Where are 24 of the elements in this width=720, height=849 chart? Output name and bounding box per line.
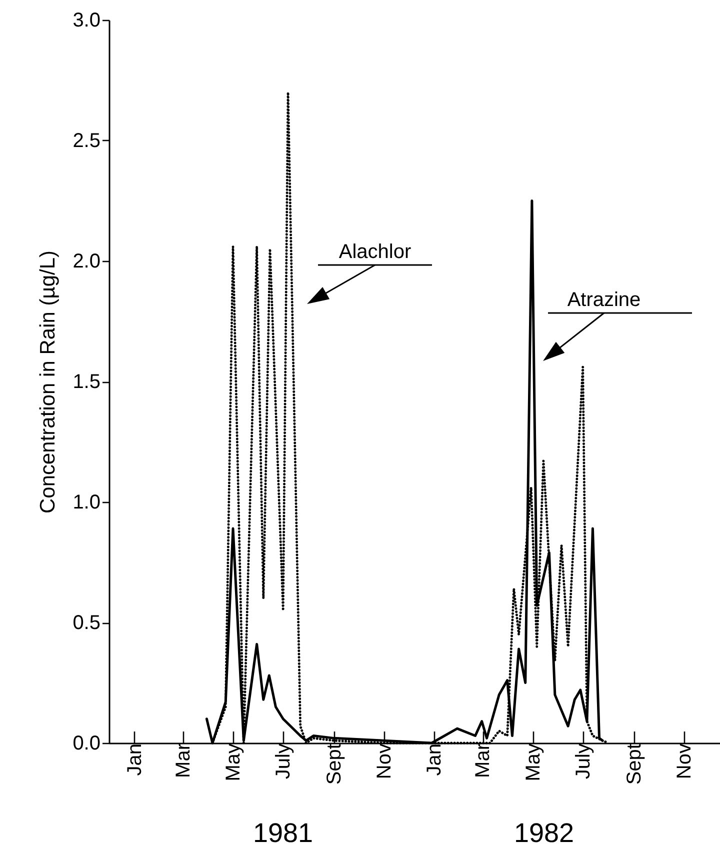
y-tick-label: 0.0 <box>72 732 100 754</box>
x-tick-label: Nov <box>374 744 396 780</box>
x-tick-label: July <box>572 744 594 780</box>
x-tick-label: Nov <box>673 744 696 780</box>
y-tick-label: 1.0 <box>72 492 100 514</box>
x-tick-label: Jan <box>424 744 446 776</box>
annotation: Atrazine <box>567 289 641 311</box>
x-tick-label: Mar <box>472 743 494 778</box>
annotation: Alachlor <box>338 241 412 263</box>
y-tick-label: 2.0 <box>72 250 100 272</box>
y-tick-label: 2.5 <box>72 130 100 152</box>
text: 1981 <box>252 818 314 848</box>
text: 1982 <box>514 818 574 848</box>
x-tick-label: Sept <box>623 743 646 785</box>
y-tick-label: 3.0 <box>72 10 100 32</box>
y-tick-label: 0.5 <box>72 612 100 634</box>
x-tick-label: Mar <box>172 743 194 778</box>
x-tick-label: May <box>222 744 245 782</box>
y-tick-label: 1.5 <box>72 371 100 393</box>
x-tick-label: July <box>272 744 295 780</box>
x-tick-label: May <box>522 744 544 782</box>
x-tick-label: Jan <box>124 744 146 776</box>
x-tick-label: Sept <box>324 743 346 785</box>
y-axis-title: Concentration in Rain (µg/L) <box>36 250 60 514</box>
